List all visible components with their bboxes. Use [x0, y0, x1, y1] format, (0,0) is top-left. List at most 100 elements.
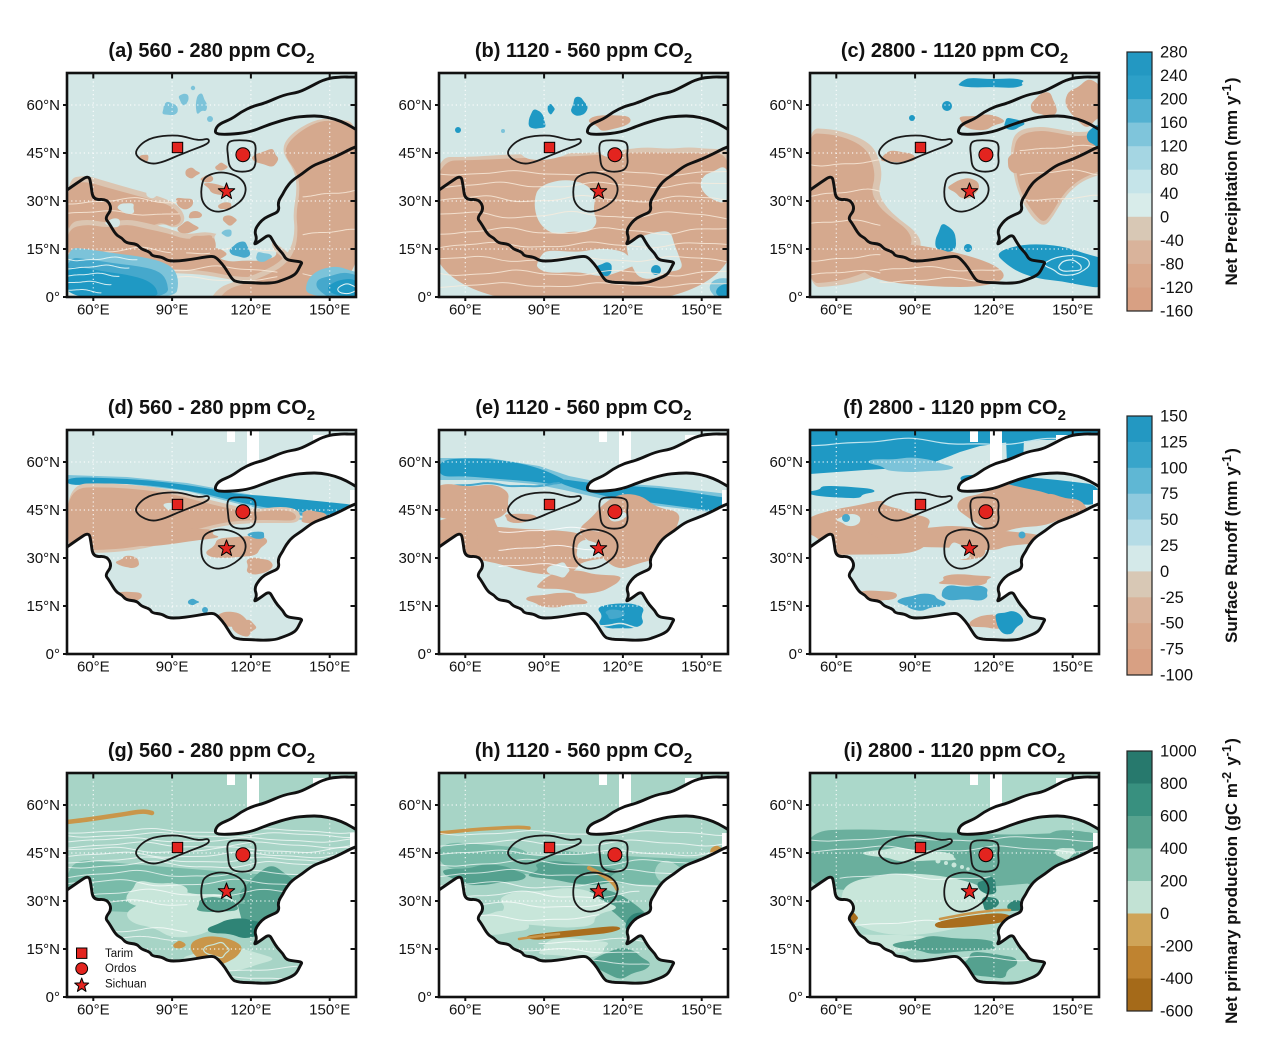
svg-text:25: 25	[1160, 537, 1178, 555]
svg-text:30°N: 30°N	[769, 193, 803, 210]
svg-text:120°E: 120°E	[602, 302, 643, 319]
svg-text:0°: 0°	[418, 989, 432, 1006]
svg-text:0: 0	[1160, 905, 1169, 923]
svg-text:-600: -600	[1160, 1003, 1193, 1021]
svg-text:Surface Runoff (mm y-1 ): Surface Runoff (mm y-1 )	[1220, 448, 1241, 643]
svg-text:150°E: 150°E	[309, 302, 350, 319]
svg-text:0: 0	[1160, 563, 1169, 581]
svg-text:60°E: 60°E	[449, 302, 482, 319]
svg-text:15°N: 15°N	[769, 598, 803, 615]
svg-text:0°: 0°	[46, 646, 60, 663]
svg-text:150°E: 150°E	[1052, 659, 1093, 676]
svg-text:240: 240	[1160, 67, 1188, 85]
svg-text:Net primary production (gC m-2: Net primary production (gC m-2 y-1 )	[1220, 738, 1241, 1024]
svg-text:0°: 0°	[46, 989, 60, 1006]
svg-text:45°N: 45°N	[26, 145, 60, 162]
svg-text:150°E: 150°E	[1052, 302, 1093, 319]
svg-text:45°N: 45°N	[398, 845, 432, 862]
svg-text:Net Precipitation (mm y-1 ): Net Precipitation (mm y-1 )	[1220, 77, 1241, 285]
svg-text:150: 150	[1160, 408, 1188, 426]
svg-text:15°N: 15°N	[769, 241, 803, 258]
svg-text:0°: 0°	[46, 289, 60, 306]
svg-text:-25: -25	[1160, 589, 1184, 607]
svg-text:60°N: 60°N	[398, 97, 432, 114]
svg-text:125: 125	[1160, 433, 1188, 451]
svg-text:0°: 0°	[418, 289, 432, 306]
svg-text:120°E: 120°E	[602, 659, 643, 676]
svg-text:0°: 0°	[789, 289, 803, 306]
svg-text:75: 75	[1160, 485, 1178, 503]
svg-text:Sichuan: Sichuan	[105, 978, 147, 990]
svg-text:150°E: 150°E	[681, 302, 722, 319]
svg-text:120°E: 120°E	[230, 659, 271, 676]
svg-text:-400: -400	[1160, 970, 1193, 988]
svg-text:80: 80	[1160, 161, 1178, 179]
svg-text:60°E: 60°E	[449, 1002, 482, 1019]
svg-text:90°E: 90°E	[156, 302, 189, 319]
svg-text:60°N: 60°N	[26, 97, 60, 114]
svg-text:40: 40	[1160, 185, 1178, 203]
svg-text:90°E: 90°E	[528, 302, 561, 319]
svg-text:200: 200	[1160, 873, 1188, 891]
svg-text:100: 100	[1160, 459, 1188, 477]
svg-text:60°N: 60°N	[398, 454, 432, 471]
svg-text:90°E: 90°E	[156, 659, 189, 676]
svg-text:120°E: 120°E	[973, 302, 1014, 319]
svg-text:-50: -50	[1160, 615, 1184, 633]
svg-text:150°E: 150°E	[1052, 1002, 1093, 1019]
svg-text:15°N: 15°N	[398, 598, 432, 615]
svg-text:30°N: 30°N	[26, 550, 60, 567]
svg-text:-80: -80	[1160, 255, 1184, 273]
svg-text:50: 50	[1160, 511, 1178, 529]
svg-text:150°E: 150°E	[681, 1002, 722, 1019]
svg-text:60°E: 60°E	[77, 1002, 110, 1019]
svg-text:600: 600	[1160, 808, 1188, 826]
svg-text:-120: -120	[1160, 279, 1193, 297]
svg-text:90°E: 90°E	[528, 1002, 561, 1019]
svg-text:90°E: 90°E	[899, 659, 932, 676]
svg-text:120°E: 120°E	[230, 302, 271, 319]
svg-text:15°N: 15°N	[26, 941, 60, 958]
svg-text:800: 800	[1160, 775, 1188, 793]
svg-text:400: 400	[1160, 840, 1188, 858]
svg-text:30°N: 30°N	[769, 893, 803, 910]
svg-text:15°N: 15°N	[26, 598, 60, 615]
svg-text:-100: -100	[1160, 667, 1193, 685]
svg-text:60°E: 60°E	[820, 1002, 853, 1019]
svg-text:45°N: 45°N	[398, 145, 432, 162]
svg-text:-200: -200	[1160, 938, 1193, 956]
svg-text:120°E: 120°E	[602, 1002, 643, 1019]
svg-text:60°N: 60°N	[26, 797, 60, 814]
svg-text:45°N: 45°N	[26, 502, 60, 519]
svg-text:45°N: 45°N	[769, 502, 803, 519]
svg-text:150°E: 150°E	[309, 1002, 350, 1019]
svg-text:60°N: 60°N	[769, 797, 803, 814]
svg-text:0°: 0°	[789, 646, 803, 663]
svg-text:30°N: 30°N	[769, 550, 803, 567]
svg-text:120°E: 120°E	[973, 659, 1014, 676]
svg-text:60°N: 60°N	[769, 97, 803, 114]
svg-text:90°E: 90°E	[899, 1002, 932, 1019]
svg-text:150°E: 150°E	[681, 659, 722, 676]
svg-text:60°N: 60°N	[769, 454, 803, 471]
svg-text:90°E: 90°E	[528, 659, 561, 676]
svg-text:45°N: 45°N	[398, 502, 432, 519]
svg-text:60°E: 60°E	[449, 659, 482, 676]
svg-text:30°N: 30°N	[398, 893, 432, 910]
svg-text:0: 0	[1160, 208, 1169, 226]
svg-text:160: 160	[1160, 114, 1188, 132]
svg-text:0°: 0°	[418, 646, 432, 663]
svg-text:120°E: 120°E	[973, 1002, 1014, 1019]
svg-text:15°N: 15°N	[26, 241, 60, 258]
svg-text:200: 200	[1160, 91, 1188, 109]
svg-text:60°N: 60°N	[26, 454, 60, 471]
svg-text:-40: -40	[1160, 232, 1184, 250]
svg-text:45°N: 45°N	[769, 145, 803, 162]
svg-text:-160: -160	[1160, 303, 1193, 321]
svg-text:30°N: 30°N	[26, 893, 60, 910]
svg-text:30°N: 30°N	[398, 550, 432, 567]
svg-text:60°E: 60°E	[820, 659, 853, 676]
svg-text:15°N: 15°N	[769, 941, 803, 958]
svg-text:280: 280	[1160, 44, 1188, 62]
svg-text:120°E: 120°E	[230, 1002, 271, 1019]
